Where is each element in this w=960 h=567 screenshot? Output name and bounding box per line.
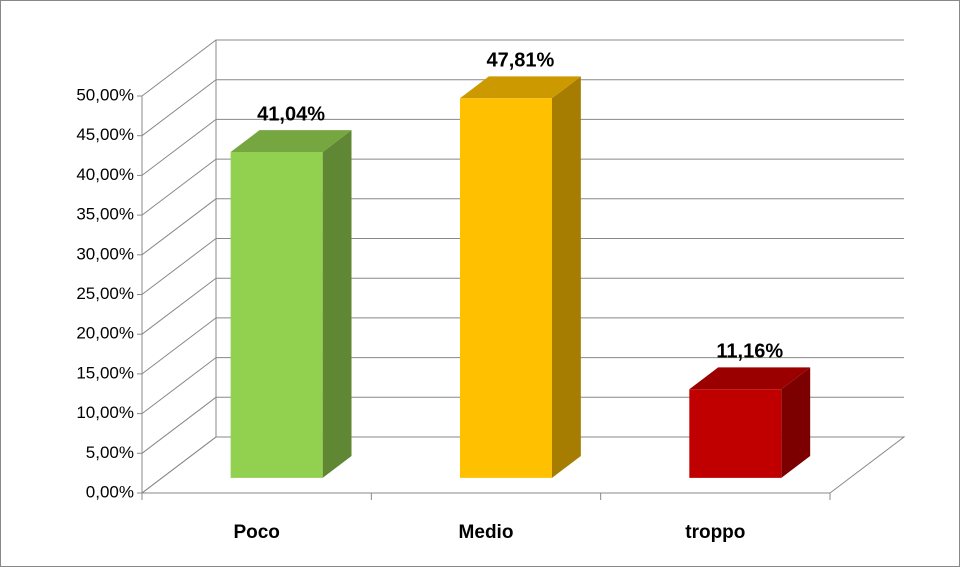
grid-line bbox=[141, 158, 904, 216]
bar-side bbox=[551, 76, 581, 478]
bar bbox=[459, 98, 552, 478]
grid-line bbox=[141, 79, 904, 137]
data-label: 41,04% bbox=[257, 103, 325, 125]
y-tick-label: 25,00% bbox=[76, 284, 134, 303]
data-label: 11,16% bbox=[716, 341, 783, 363]
y-tick-label: 40,00% bbox=[76, 165, 134, 184]
y-tick-label: 0,00% bbox=[86, 482, 134, 501]
bar-top bbox=[459, 76, 581, 99]
x-tick-label: troppo bbox=[685, 522, 745, 543]
grid-line bbox=[141, 118, 904, 176]
y-tick-label: 30,00% bbox=[76, 244, 134, 263]
grid-line bbox=[141, 198, 904, 256]
grid-line bbox=[141, 39, 904, 97]
bar-side bbox=[781, 367, 811, 478]
bar bbox=[689, 389, 782, 478]
grid-line bbox=[141, 317, 904, 375]
data-label: 47,81% bbox=[486, 50, 554, 72]
bar-top bbox=[689, 367, 811, 390]
grid-line bbox=[141, 436, 904, 494]
y-tick-label: 20,00% bbox=[76, 324, 134, 343]
grid-line bbox=[141, 357, 904, 414]
y-tick-label: 45,00% bbox=[76, 125, 134, 144]
bar-top bbox=[230, 130, 352, 153]
y-tick-label: 10,00% bbox=[76, 403, 134, 422]
y-tick-label: 5,00% bbox=[86, 443, 134, 462]
bar-side bbox=[322, 130, 352, 478]
x-tick-label: Medio bbox=[459, 522, 514, 543]
grid-line bbox=[141, 238, 904, 295]
x-tick-label: Poco bbox=[233, 522, 279, 543]
grid-line bbox=[141, 277, 904, 335]
y-tick-label: 50,00% bbox=[76, 85, 134, 104]
bar bbox=[230, 152, 323, 478]
y-tick-label: 15,00% bbox=[76, 363, 134, 382]
y-tick-label: 35,00% bbox=[76, 205, 134, 224]
grid-line bbox=[141, 396, 904, 454]
